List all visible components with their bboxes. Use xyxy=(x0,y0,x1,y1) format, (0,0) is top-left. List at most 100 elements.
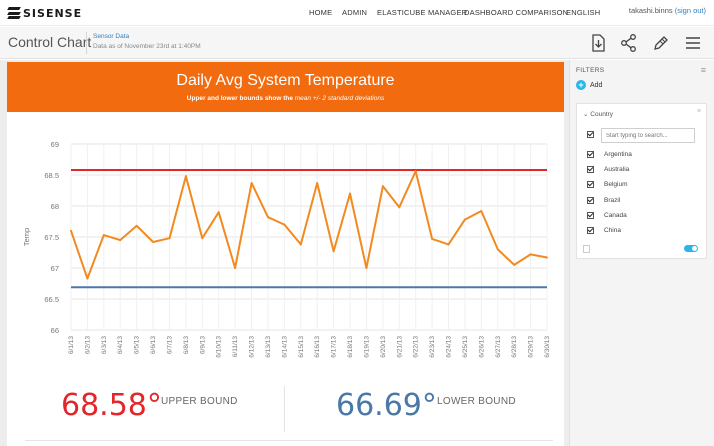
x-tick-label: 6/2/13 xyxy=(84,336,91,354)
filter-toggle[interactable] xyxy=(684,245,698,252)
data-point xyxy=(299,243,302,246)
dashboard-canvas: Daily Avg System Temperature Upper and l… xyxy=(0,60,569,446)
country-filter-title[interactable]: ⌄ Country xyxy=(583,111,614,118)
datasource-link[interactable]: Sensor Data xyxy=(93,33,130,40)
data-point xyxy=(250,182,253,185)
data-point xyxy=(234,267,237,269)
y-tick-label: 69 xyxy=(51,140,59,149)
checkbox[interactable] xyxy=(587,227,594,234)
filter-item-label: Brazil xyxy=(604,197,621,204)
checkbox[interactable] xyxy=(587,212,594,219)
checkbox[interactable] xyxy=(587,197,594,204)
data-point xyxy=(431,237,434,240)
y-tick-label: 67 xyxy=(51,264,59,273)
share-icon[interactable] xyxy=(619,33,639,53)
data-point xyxy=(283,223,286,226)
x-tick-label: 6/23/13 xyxy=(429,336,436,358)
data-point xyxy=(398,206,401,209)
filter-item[interactable]: China xyxy=(587,227,621,234)
nav-elasticube-manager[interactable]: ELASTICUBE MANAGER xyxy=(377,8,468,17)
data-point xyxy=(332,250,335,253)
data-point xyxy=(447,243,450,246)
filters-heading: FILTERS xyxy=(576,67,605,74)
data-point xyxy=(546,256,548,259)
x-tick-label: 6/1/13 xyxy=(68,336,75,354)
nav-admin[interactable]: ADMIN xyxy=(342,8,368,17)
export-icon[interactable] xyxy=(588,33,608,53)
x-tick-label: 6/6/13 xyxy=(150,336,157,354)
edit-pencil-icon[interactable] xyxy=(651,33,671,53)
data-point xyxy=(168,237,171,240)
widget-title: Daily Avg System Temperature xyxy=(176,72,395,89)
country-filter-label: Country xyxy=(590,111,614,118)
data-point xyxy=(316,182,319,185)
x-tick-label: 6/13/13 xyxy=(265,336,272,358)
filter-item-label: Argentina xyxy=(604,151,632,158)
upper-bound-value: 68.58° xyxy=(61,388,162,423)
sisense-logo[interactable]: SISENSE xyxy=(7,6,82,20)
x-tick-label: 6/11/13 xyxy=(232,336,239,358)
x-tick-label: 6/12/13 xyxy=(249,336,256,358)
data-point xyxy=(365,267,368,269)
x-tick-label: 6/14/13 xyxy=(281,336,288,358)
filter-card-menu-icon[interactable]: ≡ xyxy=(696,108,701,115)
x-tick-label: 6/28/13 xyxy=(511,336,518,358)
lower-bound-label: LOWER BOUND xyxy=(437,396,516,407)
data-point xyxy=(381,185,384,188)
filter-item[interactable]: Brazil xyxy=(587,197,620,204)
checkbox[interactable] xyxy=(587,151,594,158)
add-filter-label: Add xyxy=(590,81,603,89)
x-tick-label: 6/7/13 xyxy=(166,336,173,354)
filter-item[interactable]: Australia xyxy=(587,166,629,173)
nav-language[interactable]: ENGLISH xyxy=(566,8,601,17)
x-tick-label: 6/18/13 xyxy=(347,336,354,358)
data-point xyxy=(70,229,72,232)
x-tick-label: 6/20/13 xyxy=(380,336,387,358)
data-point xyxy=(480,209,483,212)
signout-link[interactable]: (sign out) xyxy=(674,6,706,15)
menu-icon[interactable] xyxy=(683,33,703,53)
data-point xyxy=(529,253,532,256)
filter-item[interactable]: Belgium xyxy=(587,181,627,188)
data-point xyxy=(217,211,220,214)
y-tick-label: 68 xyxy=(51,202,59,211)
x-tick-label: 6/16/13 xyxy=(314,336,321,358)
indicators: 68.58° UPPER BOUND 66.69° LOWER BOUND xyxy=(7,380,564,446)
lower-bound-value: 66.69° xyxy=(336,388,437,423)
data-point xyxy=(119,239,122,242)
x-tick-label: 6/8/13 xyxy=(183,336,190,354)
filters-menu-icon[interactable]: ≡ xyxy=(700,65,706,75)
filter-search-input[interactable] xyxy=(601,128,695,143)
x-tick-label: 6/25/13 xyxy=(462,336,469,358)
data-point xyxy=(513,263,516,266)
y-tick-label: 66 xyxy=(51,326,59,335)
x-tick-label: 6/19/13 xyxy=(363,336,370,358)
nav-dashboard-comparison[interactable]: DASHBOARD COMPARISON xyxy=(464,8,569,17)
nav-home[interactable]: HOME xyxy=(309,8,333,17)
plus-icon: + xyxy=(576,80,586,90)
x-tick-label: 6/15/13 xyxy=(298,336,305,358)
data-point xyxy=(201,237,204,240)
filters-panel: FILTERS ≡ + Add ⌄ Country ≡ Argentina Au… xyxy=(569,60,714,446)
y-tick-label: 66.5 xyxy=(44,295,59,304)
data-point xyxy=(102,234,105,237)
select-all-checkbox[interactable] xyxy=(587,131,594,138)
checkbox[interactable] xyxy=(587,166,594,173)
user-name[interactable]: takashi.binns xyxy=(628,6,673,15)
filter-item[interactable]: Canada xyxy=(587,212,627,219)
filter-item[interactable]: Argentina xyxy=(587,151,632,158)
data-point xyxy=(414,170,417,173)
data-point xyxy=(135,224,138,227)
filter-item-label: Australia xyxy=(604,166,630,173)
filter-item-label: Belgium xyxy=(604,181,628,188)
x-tick-label: 6/17/13 xyxy=(331,336,338,358)
lock-icon[interactable] xyxy=(583,245,590,253)
add-filter-button[interactable]: + Add xyxy=(576,80,602,90)
subtitle-emphasis: mean +/- 2 standard deviations xyxy=(294,95,385,102)
user-menu: takashi.binns (sign out) xyxy=(629,6,706,15)
y-tick-label: 67.5 xyxy=(44,233,59,242)
x-tick-label: 6/27/13 xyxy=(495,336,502,358)
checkbox[interactable] xyxy=(587,181,594,188)
x-tick-label: 6/10/13 xyxy=(216,336,223,358)
x-tick-label: 6/22/13 xyxy=(413,336,420,358)
